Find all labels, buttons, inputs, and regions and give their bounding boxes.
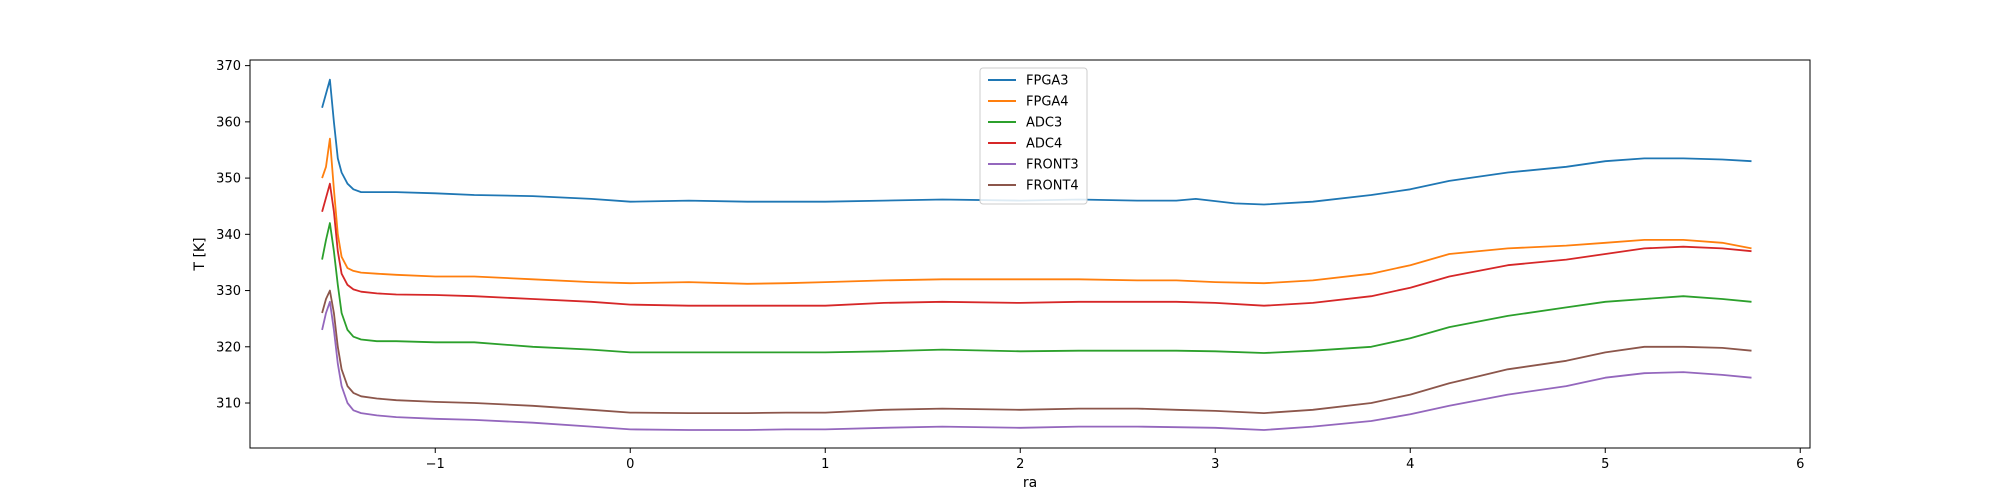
x-axis: −1 0 1 2 3 4 5 6 [426, 448, 1804, 472]
series-line-fpga4 [321, 137, 1752, 285]
legend-label: ADC3 [1026, 116, 1062, 131]
y-tick-label: 360 [216, 115, 241, 130]
y-tick-label: 350 [216, 172, 241, 187]
legend-label: FRONT4 [1026, 179, 1079, 194]
x-tick-label: 2 [1016, 457, 1024, 472]
series-line-adc3 [321, 222, 1752, 354]
x-tick-label: 4 [1406, 457, 1414, 472]
x-tick-label: 5 [1601, 457, 1609, 472]
series-line-front4 [321, 289, 1752, 415]
x-tick-label: 6 [1796, 457, 1804, 472]
legend: FPGA3 FPGA4 ADC3 ADC4 FRONT3 FRONT4 [979, 67, 1088, 205]
series-layer [321, 78, 1752, 431]
series-line-front3 [321, 300, 1752, 431]
y-tick-label: 370 [216, 59, 241, 74]
y-tick-label: 330 [216, 284, 241, 299]
legend-label: FPGA4 [1026, 95, 1069, 110]
x-axis-label: ra [1023, 475, 1037, 491]
series-line-fpga3 [321, 78, 1752, 206]
x-tick-label: 0 [626, 457, 634, 472]
series-line-adc4 [321, 182, 1752, 307]
legend-label: FRONT3 [1026, 158, 1079, 173]
legend-label: ADC4 [1026, 137, 1062, 152]
y-tick-label: 340 [216, 228, 241, 243]
plot-frame [249, 59, 1811, 449]
x-tick-label: −1 [426, 457, 445, 472]
y-axis: 310 320 330 340 350 360 370 [216, 59, 250, 412]
y-axis-label: T [K] [192, 237, 208, 271]
y-tick-label: 320 [216, 340, 241, 355]
legend-label: FPGA3 [1026, 74, 1069, 89]
y-tick-label: 310 [216, 397, 241, 412]
x-tick-label: 3 [1211, 457, 1219, 472]
x-tick-label: 1 [821, 457, 829, 472]
